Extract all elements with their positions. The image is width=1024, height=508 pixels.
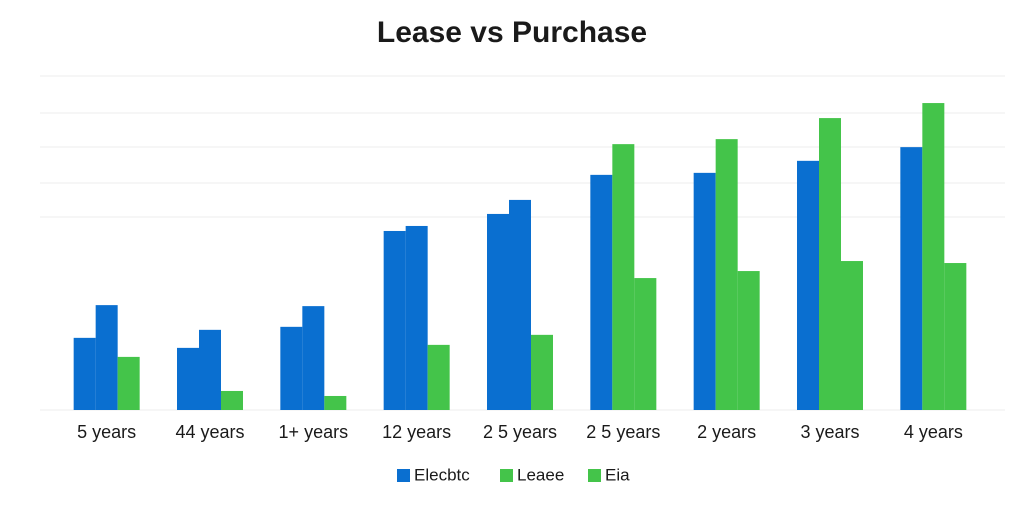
x-tick-label: 2 5 years — [586, 422, 660, 442]
x-tick-label: 4 years — [904, 422, 963, 442]
bar — [900, 147, 923, 410]
bar — [590, 174, 613, 410]
x-tick-label: 2 years — [697, 422, 756, 442]
bar — [634, 278, 657, 410]
x-tick-label: 2 5 years — [483, 422, 557, 442]
bar — [302, 306, 325, 410]
x-tick-label: 3 years — [800, 422, 859, 442]
bar — [715, 139, 738, 410]
bar — [612, 144, 635, 411]
bar — [324, 395, 347, 410]
bar — [117, 356, 140, 410]
legend-label: Elecbtc — [414, 465, 470, 484]
bar — [693, 172, 716, 410]
x-tick-label: 12 years — [382, 422, 451, 442]
bar — [199, 329, 221, 410]
bar — [944, 263, 967, 410]
bar — [841, 261, 863, 410]
bar — [427, 344, 450, 410]
x-tick-label: 5 years — [77, 422, 136, 442]
bar — [405, 225, 428, 410]
bar — [73, 337, 96, 410]
bar — [221, 390, 243, 410]
x-tick-label: 44 years — [175, 422, 244, 442]
bar — [280, 326, 303, 410]
legend-label: Leaee — [517, 465, 564, 484]
bar — [531, 334, 553, 410]
bar — [177, 347, 199, 410]
bar — [95, 305, 118, 410]
bar — [509, 199, 531, 410]
legend-swatch — [397, 469, 410, 482]
bar — [797, 160, 819, 410]
legend-swatch — [500, 469, 513, 482]
bar — [383, 230, 406, 410]
bar — [737, 271, 760, 410]
bar — [922, 103, 945, 410]
chart-title: Lease vs Purchase — [377, 16, 647, 49]
bar — [819, 118, 841, 411]
bar — [487, 213, 509, 410]
legend-swatch — [588, 469, 601, 482]
legend-label: Eia — [605, 465, 630, 484]
x-tick-label: 1+ years — [279, 422, 349, 442]
